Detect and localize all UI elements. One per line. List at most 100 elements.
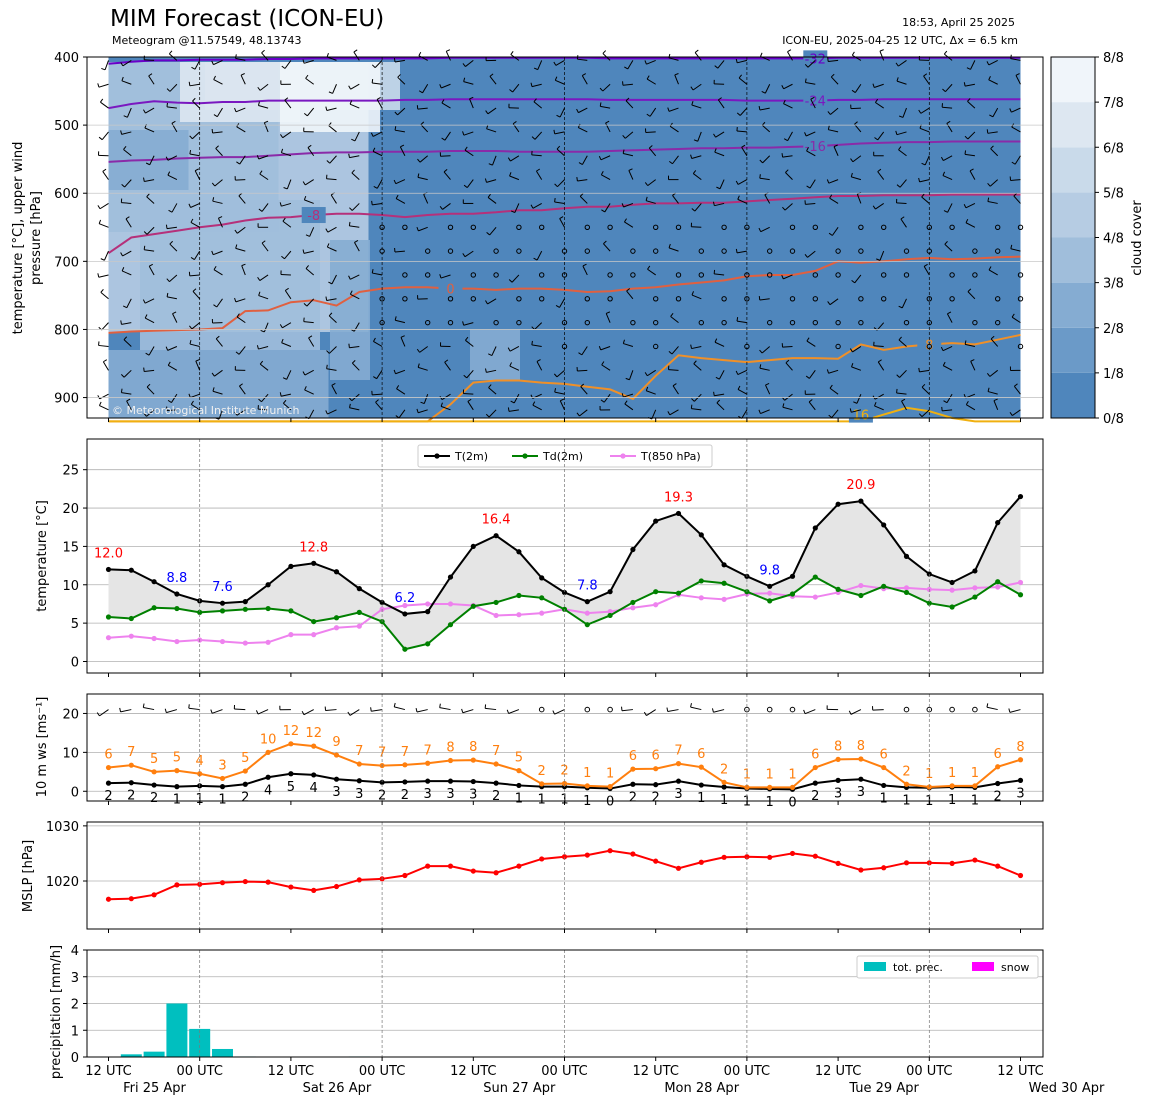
wind-barb: [354, 242, 360, 252]
wind-barb: [100, 291, 109, 300]
extreme-label: 16.4: [482, 513, 511, 528]
y-axis-label: precipitation [mm/h]: [49, 945, 64, 1079]
wind-barb: [492, 155, 497, 166]
wind-barb-flag: [713, 133, 717, 138]
wind-barb: [970, 60, 976, 70]
wind-barb-flag: [576, 108, 579, 113]
wind-barb-flag: [303, 303, 308, 307]
wind-barb: [672, 155, 679, 165]
wind-barb: [189, 83, 200, 87]
wind-barb: [328, 346, 337, 354]
wind-barb: [714, 202, 725, 207]
wind-barb: [440, 405, 451, 411]
wind-barb: [623, 393, 634, 398]
wind-barb-flag: [667, 107, 670, 112]
wind-barb: [349, 155, 360, 159]
wind-barb-flag: [420, 401, 425, 405]
wind-barb: [419, 155, 429, 163]
wind-barb: [603, 243, 611, 252]
wind-barb: [603, 393, 611, 403]
wind-barb-flag: [943, 50, 948, 55]
wind-barb: [624, 131, 634, 139]
wind-barb: [417, 366, 428, 371]
data-point: [447, 778, 454, 784]
wind-barb-flag: [1014, 383, 1018, 387]
wind-barb-flag: [600, 171, 604, 175]
wind-barb: [987, 201, 998, 204]
wind-barb: [581, 346, 588, 356]
wind-barb-flag: [940, 156, 944, 161]
wind-barb: [647, 369, 656, 377]
wind-barb-flag: [303, 112, 308, 117]
data-point: [1017, 592, 1024, 598]
wind-barb: [512, 83, 520, 93]
wind-barb-flag: [602, 50, 607, 54]
data-point: [174, 638, 180, 645]
wind-barb-flag: [240, 73, 245, 76]
wind-barb-flag: [943, 210, 948, 213]
wind-barb-flag: [279, 202, 282, 207]
wind-barb-flag: [944, 241, 948, 245]
wind-barb-flag: [143, 177, 145, 182]
wind-barb: [423, 393, 429, 404]
wind-barb-flag: [923, 73, 928, 77]
data-point: [105, 764, 112, 771]
colorbar-tick-label: 8/8: [1103, 51, 1124, 66]
wind-barb: [121, 131, 132, 135]
wind-barb-flag: [990, 335, 995, 340]
wind-barb: [239, 155, 246, 165]
wind-barb: [331, 274, 337, 285]
wind-barb-calm: [470, 296, 476, 302]
wind-barb-calm: [607, 296, 613, 302]
wind-barb-flag: [738, 74, 743, 79]
y-axis-label: pressure [hPa]: [29, 191, 44, 285]
data-point: [1017, 872, 1024, 879]
wind-barb-flag: [122, 305, 127, 309]
wind-barb-flag: [394, 126, 397, 131]
wind-barb-calm: [698, 272, 704, 278]
wind-barb-flag: [946, 120, 951, 124]
wind-barb-flag: [121, 76, 124, 81]
wind-barb: [240, 74, 246, 85]
wind-barb: [993, 400, 999, 411]
wind-barb-calm: [858, 319, 864, 326]
wind-barb: [375, 401, 383, 411]
wind-barb: [854, 83, 862, 93]
y-axis-label: MSLP [hPa]: [21, 840, 36, 912]
data-point: [812, 574, 818, 580]
wind-barb-flag: [690, 86, 694, 91]
wind-barb-flag: [164, 708, 167, 713]
wind-barb-flag: [716, 186, 721, 190]
data-point: [1017, 777, 1024, 783]
data-point: [470, 778, 476, 785]
data-point: [425, 601, 431, 607]
wind-barb-flag: [715, 376, 720, 380]
wind-barb-flag: [598, 345, 602, 351]
wind-barb: [694, 52, 702, 61]
data-point: [881, 522, 887, 528]
wind-barb-flag: [896, 374, 900, 378]
wind-barb: [582, 265, 588, 276]
data-point: [675, 865, 682, 871]
wind-barb-flag: [348, 397, 353, 402]
wind-barb-calm: [1017, 272, 1024, 278]
wind-barb-flag: [165, 346, 169, 351]
gust-value-label: 8: [446, 741, 454, 756]
wind-value-label: 2: [652, 791, 660, 806]
day-label: Fri 25 Apr: [123, 1081, 186, 1096]
wind-barb: [828, 369, 839, 374]
wind-barb-flag: [848, 710, 852, 715]
wind-barb-calm: [903, 248, 910, 254]
data-point: [630, 851, 636, 857]
wind-barb-flag: [400, 144, 405, 148]
wind-barb: [577, 179, 588, 182]
wind-barb-calm: [789, 706, 796, 713]
wind-barb-flag: [645, 196, 648, 201]
data-point: [197, 609, 203, 615]
wind-barb: [332, 84, 337, 94]
wind-barb-calm: [470, 224, 476, 230]
wind-barb: [1010, 58, 1021, 61]
wind-barb: [946, 313, 953, 323]
